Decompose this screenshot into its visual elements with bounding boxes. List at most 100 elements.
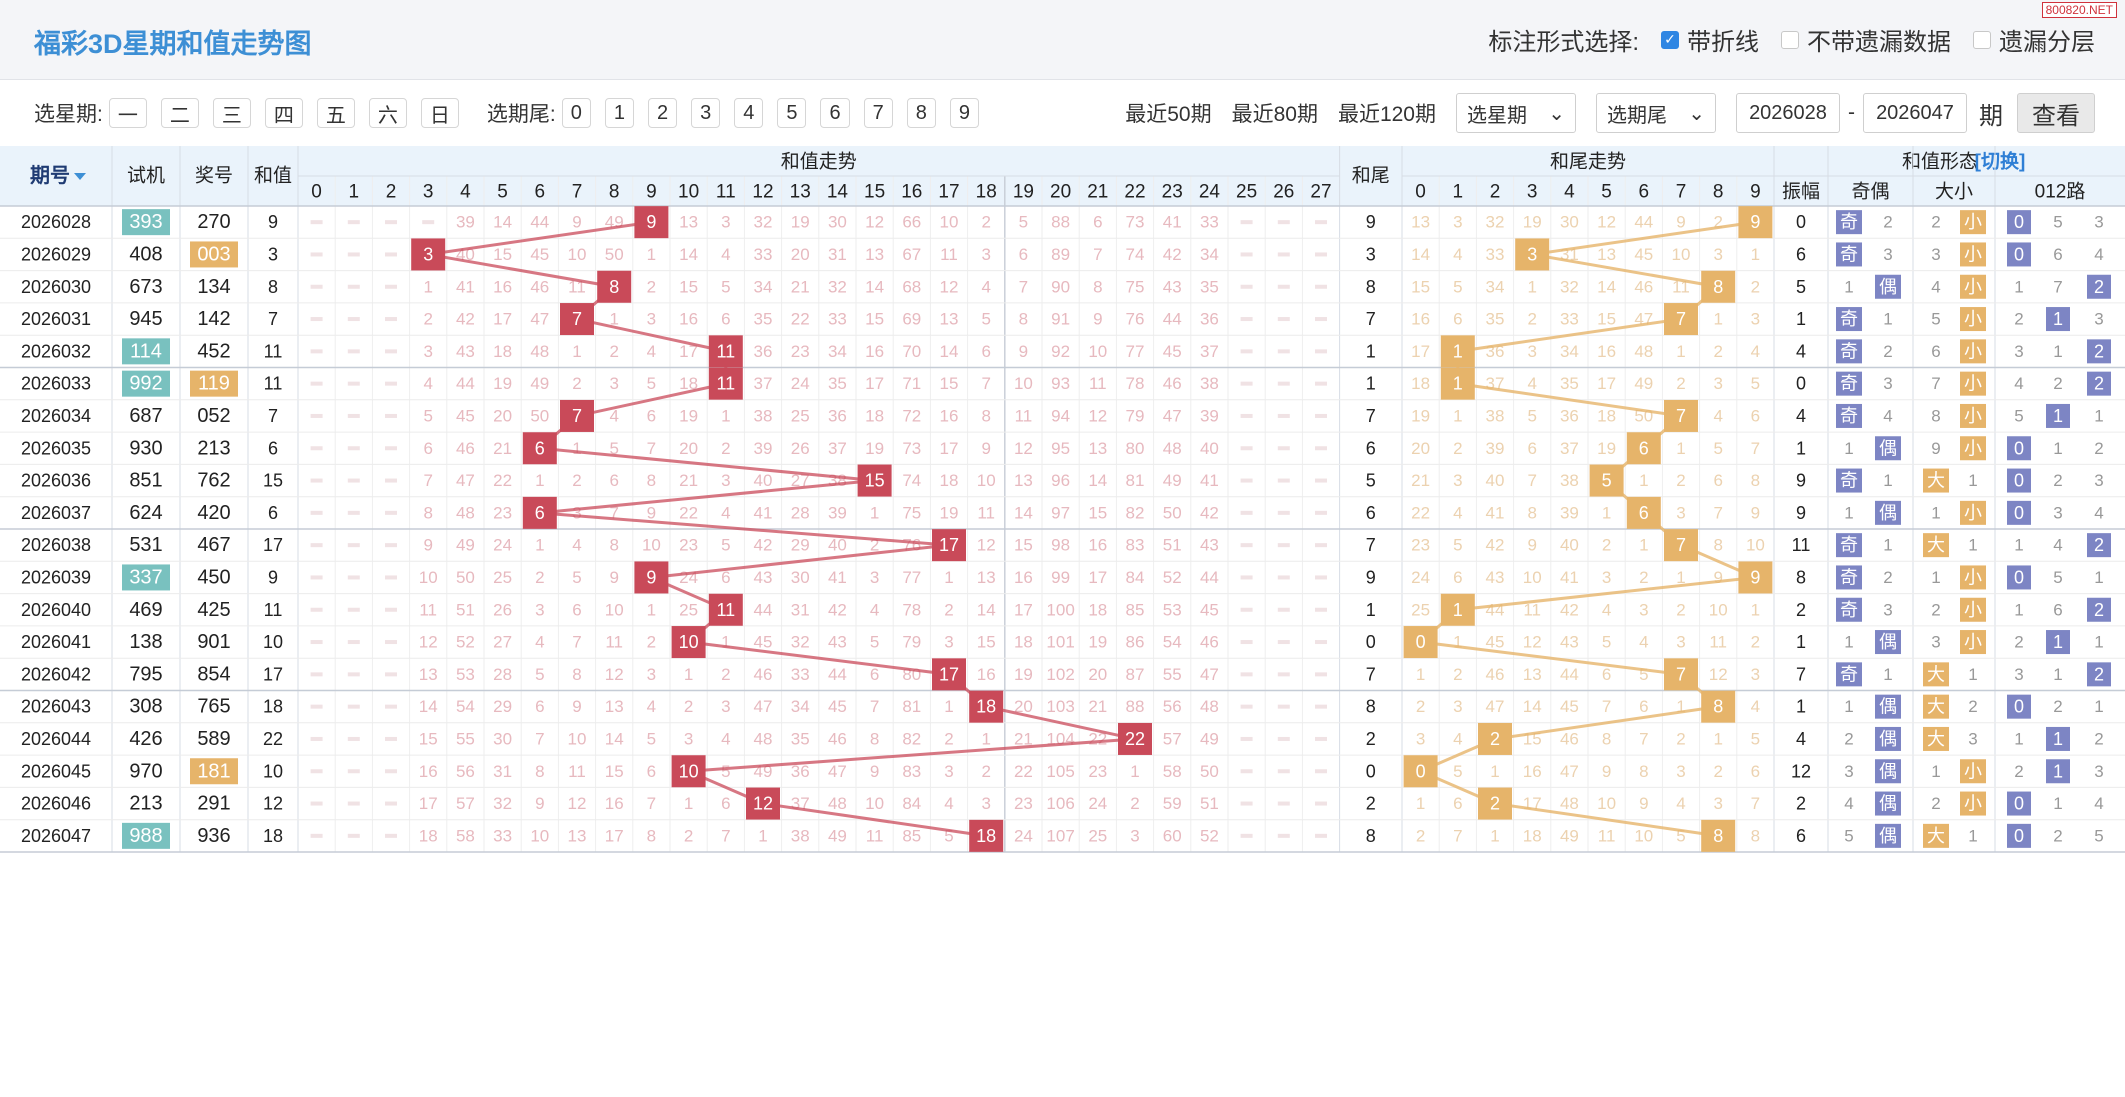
sum-miss-value: 36 xyxy=(754,342,773,361)
sum-miss-value: 1 xyxy=(535,471,544,490)
tail-miss-value: 1 xyxy=(1490,826,1499,845)
odd-even-miss: 1 xyxy=(1844,697,1853,716)
sum-miss-value: 17 xyxy=(1014,600,1033,619)
sum-value: 11 xyxy=(264,600,283,620)
faint-mark xyxy=(1240,736,1253,741)
site-badge: 800820.NET xyxy=(2041,2,2117,18)
sum-ball-text: 9 xyxy=(646,567,656,587)
weekday-chip[interactable]: 五 xyxy=(316,98,355,128)
tail-chip[interactable]: 3 xyxy=(691,98,721,128)
tail-chip[interactable]: 4 xyxy=(734,98,764,128)
option-with-line[interactable]: ✓ 带折线 xyxy=(1661,22,1759,57)
sum-miss-value: 28 xyxy=(493,665,512,684)
tail-ball-text: 7 xyxy=(1676,406,1686,426)
sum-value: 7 xyxy=(268,309,278,329)
sum-miss-value: 35 xyxy=(828,374,847,393)
sum-miss-value: 3 xyxy=(1130,826,1139,845)
sum-value: 9 xyxy=(268,567,278,587)
weekday-chip[interactable]: 二 xyxy=(160,98,199,128)
sum-miss-value: 106 xyxy=(1046,794,1074,813)
sum-column-label: 27 xyxy=(1310,182,1331,203)
tail-miss-value: 2 xyxy=(1453,665,1462,684)
tail-miss-value: 2 xyxy=(1713,213,1722,232)
sum-ball xyxy=(634,206,669,239)
sum-miss-value: 54 xyxy=(1163,633,1182,652)
sum-miss-value: 49 xyxy=(530,374,549,393)
weekday-chip[interactable]: 四 xyxy=(264,98,303,128)
tail-miss-value: 2 xyxy=(1676,471,1685,490)
from-issue-input[interactable]: 2026028 xyxy=(1736,93,1840,133)
faint-mark xyxy=(347,801,360,806)
tail-miss-value: 47 xyxy=(1486,697,1505,716)
win-highlight xyxy=(190,241,238,268)
faint-mark xyxy=(1315,381,1327,386)
tail-miss-value: 13 xyxy=(1597,245,1616,264)
sum-miss-value: 75 xyxy=(1126,277,1145,296)
tail-miss-value: 17 xyxy=(1411,342,1430,361)
tail-chip[interactable]: 7 xyxy=(863,98,893,128)
tail-value: 1 xyxy=(1366,341,1376,361)
sum-miss-value: 2 xyxy=(535,568,544,587)
issue-number: 2026046 xyxy=(21,794,91,814)
tail-select[interactable]: 选期尾 ⌄ xyxy=(1596,93,1716,133)
option-omission-layer[interactable]: 遗漏分层 xyxy=(1973,22,2095,57)
odd-even-badge xyxy=(1875,274,1901,299)
weekday-chip[interactable]: 日 xyxy=(420,98,459,128)
sum-miss-value: 26 xyxy=(791,439,810,458)
odd-even-miss: 1 xyxy=(1883,536,1892,555)
tail-miss-value: 43 xyxy=(1560,633,1579,652)
weekday-select[interactable]: 选星期 ⌄ xyxy=(1456,93,1576,133)
tail-miss-value: 10 xyxy=(1523,568,1542,587)
tail-miss-value: 6 xyxy=(1453,794,1462,813)
sum-miss-value: 30 xyxy=(828,213,847,232)
faint-mark xyxy=(385,510,397,515)
sum-miss-value: 46 xyxy=(1200,633,1219,652)
odd-even-miss: 2 xyxy=(1883,342,1892,361)
checkbox-icon[interactable] xyxy=(1973,30,1991,49)
tail-chip[interactable]: 2 xyxy=(647,98,678,128)
sum-miss-value: 33 xyxy=(828,310,847,329)
tail-chip[interactable]: 8 xyxy=(906,98,936,128)
sum-miss-value: 4 xyxy=(721,503,730,522)
option-no-omission[interactable]: 不带遗漏数据 xyxy=(1781,22,1951,57)
route-label: 1 xyxy=(2053,406,2063,426)
weekday-chip[interactable]: 三 xyxy=(212,98,251,128)
tail-chip[interactable]: 5 xyxy=(777,98,807,128)
sum-miss-value: 4 xyxy=(944,794,953,813)
checkbox-checked-icon[interactable]: ✓ xyxy=(1661,30,1679,49)
recent-50-link[interactable]: 最近50期 xyxy=(1125,103,1212,126)
recent-120-link[interactable]: 最近120期 xyxy=(1337,103,1436,126)
issue-number: 2026034 xyxy=(21,406,91,426)
odd-even-label: 奇 xyxy=(1840,664,1858,684)
tail-chip[interactable]: 1 xyxy=(604,98,634,128)
sum-miss-value: 10 xyxy=(530,826,549,845)
sum-ball-text: 9 xyxy=(646,212,656,232)
tail-value: 2 xyxy=(1366,729,1376,749)
to-issue-input[interactable]: 2026047 xyxy=(1863,93,1967,133)
checkbox-icon[interactable] xyxy=(1781,30,1799,49)
route-miss: 1 xyxy=(2053,794,2062,813)
faint-mark xyxy=(347,381,360,386)
tail-chip[interactable]: 6 xyxy=(820,98,850,128)
recent-80-link[interactable]: 最近80期 xyxy=(1231,103,1318,126)
tail-ball xyxy=(1440,335,1475,368)
tail-value: 7 xyxy=(1366,309,1376,329)
odd-even-label: 偶 xyxy=(1879,729,1897,749)
tail-ball-text: 1 xyxy=(1453,600,1463,620)
switch-link[interactable]: [切换] xyxy=(1975,150,2026,173)
search-button[interactable]: 查看 xyxy=(2017,93,2095,133)
sum-miss-value: 4 xyxy=(647,342,656,361)
sum-miss-value: 77 xyxy=(1126,342,1145,361)
weekday-chip[interactable]: 六 xyxy=(368,98,407,128)
sum-miss-value: 42 xyxy=(828,600,847,619)
big-small-badge xyxy=(1960,500,1986,525)
sum-miss-value: 36 xyxy=(1200,310,1219,329)
tail-ball xyxy=(1403,755,1438,788)
tail-chip[interactable]: 9 xyxy=(949,98,979,128)
tail-chip[interactable]: 0 xyxy=(561,98,591,128)
weekday-chip[interactable]: 一 xyxy=(108,98,147,128)
sum-miss-value: 47 xyxy=(456,471,475,490)
tail-miss-value: 9 xyxy=(1639,794,1648,813)
odd-even-label: 奇 xyxy=(1840,471,1858,491)
route-miss: 1 xyxy=(2014,600,2023,619)
